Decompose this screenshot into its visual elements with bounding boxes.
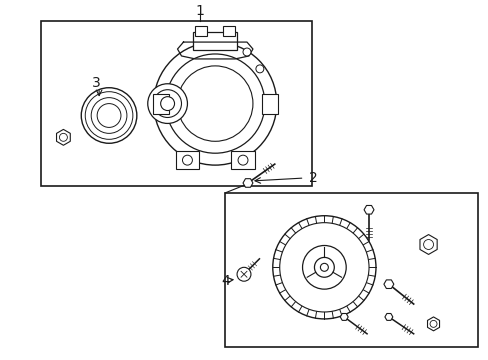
Circle shape: [147, 84, 187, 123]
Text: 3: 3: [92, 76, 101, 90]
Bar: [152, 94, 168, 113]
Circle shape: [91, 98, 127, 133]
Circle shape: [314, 257, 334, 277]
Bar: [41, 21, 312, 186]
Circle shape: [81, 88, 137, 143]
Circle shape: [161, 96, 174, 111]
Circle shape: [153, 90, 181, 117]
Text: 1: 1: [196, 4, 204, 18]
Circle shape: [165, 54, 264, 153]
Circle shape: [177, 66, 252, 141]
Circle shape: [238, 155, 247, 165]
Bar: [231, 151, 254, 169]
Circle shape: [237, 267, 250, 281]
Circle shape: [182, 155, 192, 165]
Circle shape: [85, 92, 133, 139]
Text: 2: 2: [309, 171, 318, 185]
Circle shape: [302, 246, 346, 289]
Circle shape: [60, 133, 67, 141]
Circle shape: [272, 216, 375, 319]
Text: 4: 4: [221, 274, 230, 288]
Bar: [193, 32, 237, 50]
Circle shape: [279, 223, 368, 312]
Bar: [224, 193, 477, 347]
Bar: [223, 26, 235, 36]
Circle shape: [255, 65, 264, 73]
Circle shape: [429, 320, 436, 327]
Bar: [195, 26, 207, 36]
Bar: [175, 151, 199, 169]
Circle shape: [153, 42, 276, 165]
Circle shape: [320, 264, 327, 271]
Circle shape: [243, 48, 250, 56]
Circle shape: [423, 239, 433, 249]
Circle shape: [97, 104, 121, 127]
Bar: [262, 94, 277, 113]
